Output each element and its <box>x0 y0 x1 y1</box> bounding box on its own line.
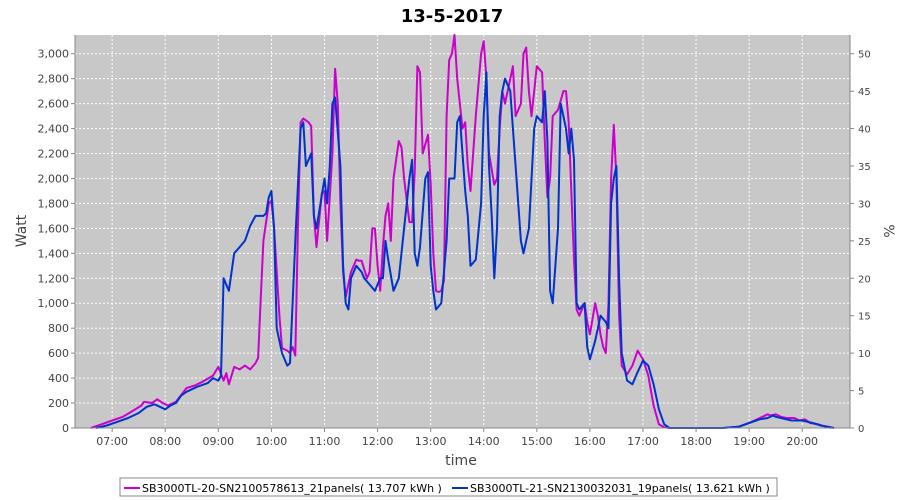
y2-axis-title: % <box>880 224 896 237</box>
y-tick-label: 1,800 <box>38 197 70 210</box>
y-tick-label: 0 <box>62 422 69 435</box>
x-tick-label: 15:00 <box>521 435 553 448</box>
y2-tick-label: 35 <box>858 162 871 173</box>
axes: 02004006008001,0001,2001,4001,6001,8002,… <box>38 35 871 448</box>
y-tick-label: 1,200 <box>38 272 70 285</box>
x-tick-label: 14:00 <box>468 435 500 448</box>
y2-tick-label: 5 <box>858 387 864 398</box>
y-tick-label: 1,600 <box>38 222 70 235</box>
legend: SB3000TL-20-SN2100578613_21panels( 13.70… <box>119 477 778 497</box>
legend-label-series-1: SB3000TL-20-SN2100578613_21panels( 13.70… <box>142 482 442 495</box>
y-tick-label: 200 <box>48 397 69 410</box>
y-tick-label: 1,000 <box>38 297 70 310</box>
chart-title: 13-5-2017 <box>401 6 504 27</box>
x-tick-label: 17:00 <box>627 435 659 448</box>
y2-tick-label: 45 <box>858 87 871 98</box>
y-tick-label: 1,400 <box>38 247 70 260</box>
y2-tick-label: 10 <box>858 349 871 360</box>
series-line-2 <box>95 71 835 429</box>
y-tick-label: 2,200 <box>38 148 70 161</box>
y2-tick-label: 30 <box>858 199 871 210</box>
y-tick-label: 600 <box>48 347 69 360</box>
grid-lines <box>75 35 850 429</box>
y2-tick-label: 20 <box>858 274 871 285</box>
y-tick-label: 2,800 <box>38 73 70 86</box>
x-tick-label: 13:00 <box>415 435 447 448</box>
x-tick-label: 12:00 <box>362 435 394 448</box>
x-tick-label: 16:00 <box>574 435 606 448</box>
y2-tick-label: 40 <box>858 125 871 136</box>
y-axis-title: Watt <box>14 214 30 247</box>
x-tick-label: 07:00 <box>96 435 128 448</box>
x-tick-label: 20:00 <box>786 435 818 448</box>
y2-tick-label: 15 <box>858 312 871 323</box>
y2-tick-label: 50 <box>858 50 871 61</box>
series-lines <box>90 34 835 429</box>
x-tick-label: 10:00 <box>256 435 288 448</box>
y2-tick-label: 25 <box>858 237 871 248</box>
y-tick-label: 3,000 <box>38 48 70 61</box>
y-tick-label: 800 <box>48 322 69 335</box>
x-axis-title: time <box>445 453 477 469</box>
y-tick-label: 2,000 <box>38 172 70 185</box>
y-tick-label: 2,600 <box>38 98 70 111</box>
y-tick-label: 400 <box>48 372 69 385</box>
plot-area <box>75 35 850 428</box>
x-tick-label: 18:00 <box>680 435 712 448</box>
x-tick-label: 08:00 <box>149 435 181 448</box>
y-tick-label: 2,400 <box>38 123 70 136</box>
legend-box <box>119 477 778 497</box>
x-tick-label: 09:00 <box>202 435 234 448</box>
x-tick-label: 19:00 <box>733 435 765 448</box>
legend-label-series-2: SB3000TL-21-SN2130032031_19panels( 13.62… <box>470 482 770 495</box>
x-tick-label: 11:00 <box>309 435 341 448</box>
y2-tick-label: 0 <box>858 424 864 435</box>
